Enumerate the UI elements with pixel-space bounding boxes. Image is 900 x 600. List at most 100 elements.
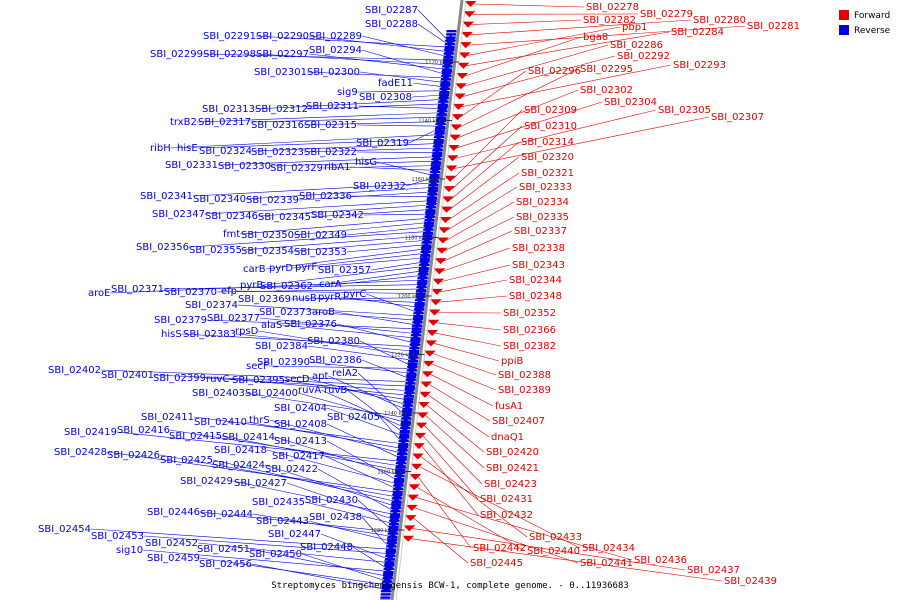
forward-gene-label: SBI_02436 bbox=[634, 555, 687, 566]
forward-gene-label: SBI_02310 bbox=[524, 121, 577, 132]
reverse-leader-line bbox=[293, 222, 425, 236]
forward-gene-arrow bbox=[426, 330, 439, 337]
reverse-leader-line bbox=[408, 130, 435, 144]
forward-gene-arrow bbox=[447, 144, 460, 151]
reverse-gene-block bbox=[434, 132, 445, 135]
reverse-gene-label: sig9 bbox=[337, 87, 358, 98]
reverse-gene-label: SBI_02336 bbox=[299, 191, 352, 202]
reverse-gene-block bbox=[412, 318, 423, 321]
reverse-gene-block bbox=[386, 548, 397, 551]
reverse-gene-label: SBI_02342 bbox=[311, 210, 364, 221]
forward-leader-line bbox=[443, 230, 513, 262]
forward-leader-line bbox=[446, 186, 518, 231]
reverse-gene-label: SBI_02456 bbox=[199, 559, 252, 570]
reverse-gene-label: pyrC bbox=[343, 289, 366, 300]
reverse-gene-block bbox=[381, 586, 392, 590]
reverse-gene-block bbox=[424, 218, 435, 222]
reverse-gene-block bbox=[397, 452, 408, 455]
reverse-gene-block bbox=[431, 158, 442, 161]
reverse-leader-line bbox=[237, 290, 416, 294]
reverse-gene-label: SBI_02357 bbox=[318, 265, 371, 276]
reverse-gene-block bbox=[414, 305, 425, 308]
reverse-leader-line bbox=[326, 407, 400, 435]
reverse-leader-line bbox=[266, 449, 394, 484]
reverse-gene-block bbox=[419, 260, 430, 263]
legend: Forward Reverse bbox=[839, 10, 891, 36]
forward-gene-arrow bbox=[442, 186, 455, 193]
forward-gene-arrow bbox=[440, 206, 453, 213]
reverse-gene-label: SBI_02356 bbox=[136, 242, 189, 253]
reverse-leader-line bbox=[188, 231, 423, 248]
reverse-gene-block bbox=[425, 209, 436, 212]
reverse-gene-label: SBI_02288 bbox=[365, 19, 418, 30]
reverse-gene-block bbox=[384, 558, 395, 561]
reverse-gene-block bbox=[393, 481, 404, 484]
forward-gene-arrow bbox=[429, 299, 442, 306]
reverse-gene-block bbox=[401, 414, 412, 417]
reverse-leader-line bbox=[326, 440, 395, 479]
forward-gene-label: SBI_02423 bbox=[484, 479, 537, 490]
reverse-gene-label: SBI_02379 bbox=[154, 315, 207, 326]
reverse-leader-line bbox=[361, 359, 407, 378]
forward-leader-line bbox=[411, 538, 723, 582]
reverse-gene-block bbox=[421, 244, 432, 247]
reverse-gene-label: SBI_02323 bbox=[251, 147, 304, 158]
reverse-gene-block bbox=[428, 183, 439, 186]
reverse-gene-label: SBI_02459 bbox=[147, 553, 200, 564]
reverse-gene-block bbox=[398, 442, 409, 446]
reverse-gene-label: SBI_02454 bbox=[38, 524, 91, 535]
reverse-gene-block bbox=[441, 71, 452, 74]
forward-gene-label: SBI_02343 bbox=[512, 260, 565, 271]
reverse-gene-block bbox=[403, 401, 414, 404]
forward-gene-arrow bbox=[430, 288, 443, 295]
reverse-gene-block bbox=[446, 33, 457, 36]
reverse-gene-block bbox=[439, 90, 450, 94]
reverse-gene-label: aroB bbox=[312, 307, 335, 318]
forward-gene-label: SBI_02280 bbox=[693, 15, 746, 26]
reverse-gene-label: SBI_02369 bbox=[238, 294, 291, 305]
reverse-gene-block bbox=[430, 164, 441, 167]
reverse-leader-line bbox=[259, 317, 412, 334]
reverse-gene-block bbox=[445, 42, 456, 46]
reverse-gene-label: nusB bbox=[292, 293, 317, 304]
forward-leader-line bbox=[448, 172, 520, 221]
forward-gene-label: SBI_02281 bbox=[747, 21, 800, 32]
reverse-gene-block bbox=[439, 87, 450, 90]
forward-leader-line bbox=[468, 25, 746, 46]
reverse-gene-block bbox=[426, 199, 437, 202]
reverse-leader-line bbox=[258, 330, 409, 356]
reverse-leader-line bbox=[326, 423, 397, 457]
reverse-gene-block bbox=[408, 353, 419, 356]
forward-gene-label: SBI_02382 bbox=[503, 341, 556, 352]
legend-reverse: Reverse bbox=[854, 26, 891, 36]
reverse-gene-block bbox=[423, 228, 434, 231]
reverse-gene-label: SBI_02308 bbox=[359, 92, 412, 103]
reverse-leader-line bbox=[254, 99, 439, 110]
reverse-gene-label: hisS bbox=[161, 329, 182, 340]
forward-gene-arrow bbox=[403, 525, 416, 532]
reverse-gene-block bbox=[398, 439, 409, 442]
forward-gene-arrow bbox=[418, 391, 431, 398]
reverse-gene-label: alaS bbox=[261, 320, 282, 331]
reverse-gene-block bbox=[420, 254, 431, 257]
reverse-gene-block bbox=[431, 154, 442, 158]
reverse-gene-label: SBI_02446 bbox=[147, 507, 200, 518]
reverse-gene-label: SBI_02411 bbox=[141, 412, 194, 423]
reverse-gene-block bbox=[422, 238, 433, 241]
reverse-gene-label: SBI_02330 bbox=[218, 161, 271, 172]
reverse-gene-block bbox=[436, 113, 447, 116]
reverse-gene-block bbox=[387, 532, 398, 535]
reverse-gene-label: SBI_02299 bbox=[150, 49, 203, 60]
reverse-leader-line bbox=[237, 304, 414, 316]
reverse-gene-block bbox=[443, 55, 454, 58]
forward-gene-arrow bbox=[464, 1, 477, 7]
reverse-leader-line bbox=[202, 53, 444, 61]
reverse-gene-block bbox=[437, 106, 448, 110]
reverse-gene-block bbox=[411, 330, 422, 334]
reverse-gene-block bbox=[442, 62, 453, 65]
forward-gene-label: SBI_02352 bbox=[503, 308, 556, 319]
forward-gene-arrow bbox=[460, 31, 473, 38]
forward-leader-line bbox=[460, 70, 527, 118]
reverse-gene-block bbox=[411, 327, 422, 330]
reverse-gene-label: pyrB bbox=[240, 280, 263, 291]
